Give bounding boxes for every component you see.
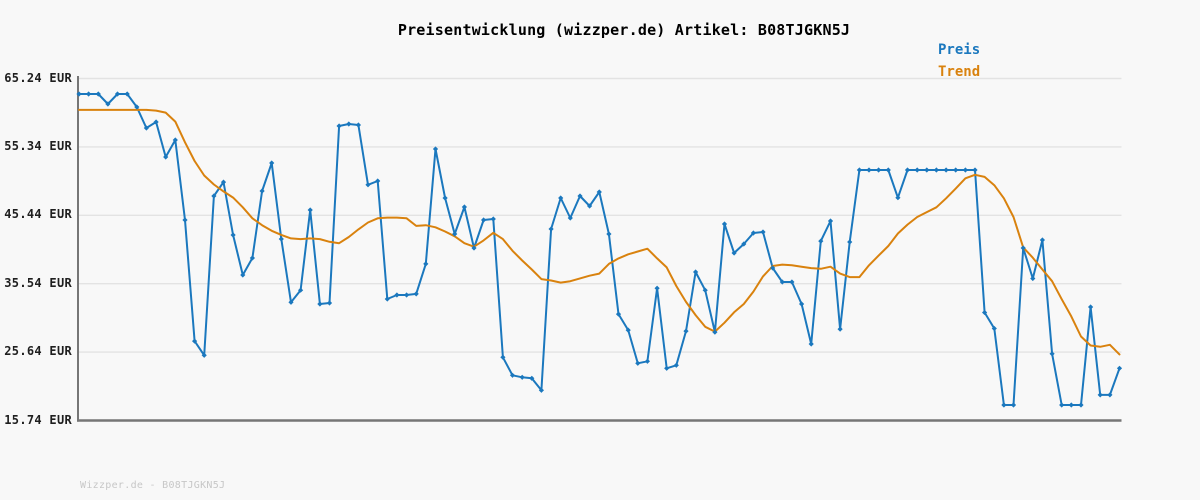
- y-tick-label: 55.34 EUR: [4, 138, 72, 153]
- chart-title: Preisentwicklung (wizzper.de) Artikel: B…: [397, 21, 851, 39]
- legend-item-preis: Preis: [938, 42, 981, 58]
- y-tick-label: 35.54 EUR: [4, 275, 72, 290]
- chart-legend: Preis Trend: [938, 39, 980, 83]
- y-tick-label: 25.64 EUR: [4, 344, 72, 359]
- legend-item-trend: Trend: [938, 64, 981, 80]
- y-tick-label: 65.24 EUR: [4, 70, 72, 85]
- preis-point-markers: [76, 91, 1123, 408]
- y-tick-label: 45.44 EUR: [4, 207, 72, 222]
- preis-line: [78, 93, 1121, 406]
- trend-line: [78, 108, 1121, 356]
- watermark-text: Wizzper.de - B08TJGKN5J: [80, 480, 226, 491]
- y-tick-label: 15.74 EUR: [4, 412, 72, 427]
